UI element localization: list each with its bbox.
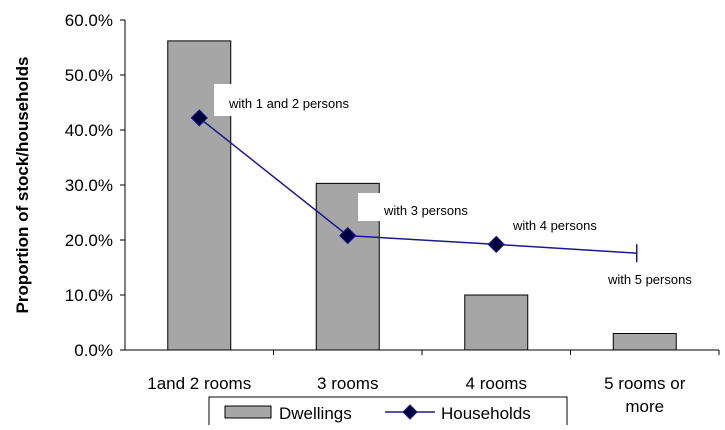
line-households bbox=[198, 117, 637, 254]
marker-households-1 bbox=[339, 226, 357, 245]
x-tick-label-3-0: 5 rooms or bbox=[604, 374, 686, 393]
legend-marker-households bbox=[402, 404, 418, 420]
y-tick-label-5: 50.0% bbox=[65, 66, 113, 85]
y-tick-label-0: 0.0% bbox=[74, 341, 113, 360]
legend: Dwellings Households bbox=[208, 396, 568, 430]
legend-label-households: Households bbox=[441, 404, 531, 423]
y-tick-label-4: 40.0% bbox=[65, 121, 113, 140]
y-tick-label-1: 10.0% bbox=[65, 286, 113, 305]
annotation-label-0: with 1 and 2 persons bbox=[228, 96, 349, 111]
annotation-bg-0 bbox=[214, 84, 384, 116]
annotation-label-1: with 3 persons bbox=[383, 203, 468, 218]
annotation-label-2: with 4 persons bbox=[512, 218, 597, 233]
legend-label-dwellings: Dwellings bbox=[279, 404, 352, 423]
legend-swatch-dwellings bbox=[224, 405, 272, 419]
y-tick-label-6: 60.0% bbox=[65, 11, 113, 30]
marker-households-2 bbox=[487, 235, 505, 254]
annotation-bg-1 bbox=[358, 193, 491, 221]
bar-dwellings-2 bbox=[464, 294, 529, 351]
marker-households-0 bbox=[190, 109, 208, 127]
x-tick-label-1-0: 3 rooms bbox=[317, 374, 378, 393]
y-axis-label: Proportion of stock/households bbox=[13, 57, 32, 314]
bar-dwellings-3 bbox=[612, 333, 677, 351]
annotation-label-3: with 5 persons bbox=[607, 272, 692, 287]
y-tick-label-2: 20.0% bbox=[65, 231, 113, 250]
x-tick-label-2-0: 4 rooms bbox=[466, 374, 527, 393]
x-tick-label-0-0: 1and 2 rooms bbox=[147, 374, 251, 393]
x-tick-label-3-1: more bbox=[625, 397, 664, 416]
y-tick-label-3: 30.0% bbox=[65, 176, 113, 195]
